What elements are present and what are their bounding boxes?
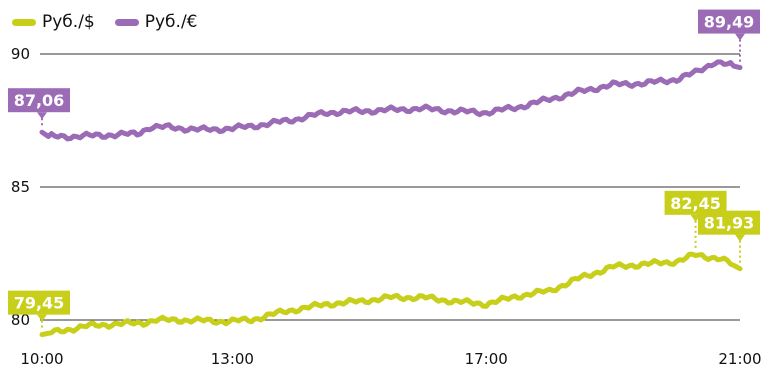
legend-swatch-eur (114, 18, 139, 26)
callout-pointer-4 (735, 234, 745, 242)
x-tick-label-13: 13:00 (211, 350, 254, 368)
legend-label-usd: Руб./$ (42, 12, 95, 32)
x-tick-label-21: 21:00 (718, 350, 761, 368)
callout-box-2 (8, 290, 70, 315)
callout-label-3: 82,45 (670, 194, 721, 213)
callout-pointer-0 (37, 112, 47, 120)
y-tick-label-85: 85 (11, 178, 30, 196)
callout-pointer-1 (735, 33, 745, 41)
callout-box-0 (8, 88, 70, 113)
callout-pointer-2 (37, 314, 47, 322)
legend: Руб./$ Руб./€ (12, 12, 198, 32)
callout-label-1: 89,49 (704, 13, 755, 32)
legend-label-eur: Руб./€ (144, 12, 198, 32)
legend-swatch-usd (12, 18, 36, 26)
x-tick-label-10: 10:00 (20, 350, 63, 368)
callout-label-2: 79,45 (14, 294, 65, 313)
callout-box-4 (698, 210, 760, 235)
callout-label-4: 81,93 (704, 214, 755, 233)
callout-label-0: 87,06 (14, 91, 65, 110)
series-line-usd (39, 251, 743, 338)
series-line-eur (39, 59, 743, 142)
y-tick-label-90: 90 (11, 45, 30, 63)
y-tick-label-80: 80 (11, 311, 30, 329)
legend-item-eur: Руб./€ (114, 12, 198, 32)
x-tick-label-17: 17:00 (465, 350, 508, 368)
legend-item-usd: Руб./$ (12, 12, 95, 32)
callout-box-1 (698, 9, 760, 34)
